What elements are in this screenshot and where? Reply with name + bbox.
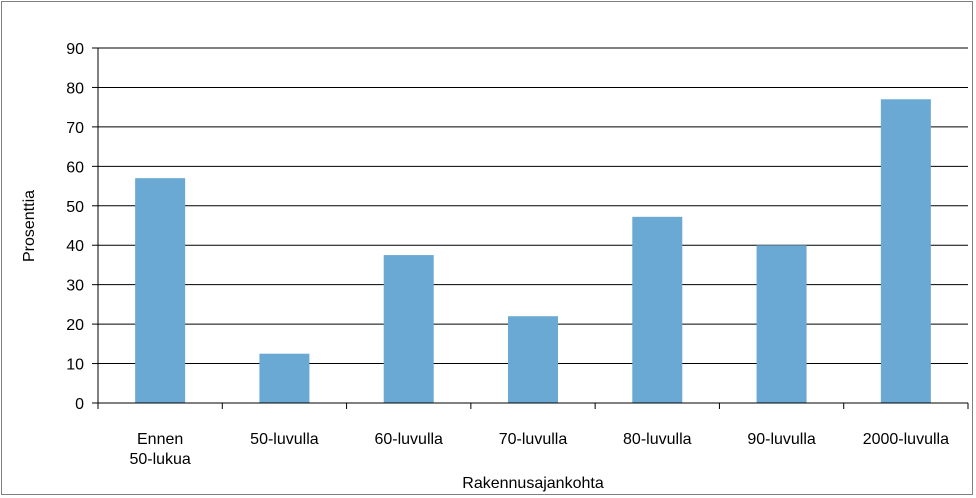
x-category-label: 90-luvulla bbox=[747, 431, 816, 448]
y-tick-labels: 0 10 20 30 40 50 60 70 80 90 bbox=[66, 41, 84, 413]
y-tick-label: 10 bbox=[66, 357, 84, 374]
y-tick-label: 20 bbox=[66, 317, 84, 334]
gridlines bbox=[98, 47, 968, 365]
x-category-label: 2000-luvulla bbox=[863, 431, 949, 448]
y-tick-label: 80 bbox=[66, 80, 84, 97]
bars bbox=[135, 99, 931, 404]
x-category-labels: Ennen 50-lukua 50-luvulla 60-luvulla 70-luvu… bbox=[129, 431, 949, 468]
x-category-label: 70-luvulla bbox=[499, 431, 568, 448]
y-tick-label: 50 bbox=[66, 199, 84, 216]
bar bbox=[632, 216, 683, 403]
bar bbox=[508, 316, 558, 403]
bar bbox=[135, 178, 186, 403]
axes bbox=[92, 47, 969, 409]
bar bbox=[259, 353, 310, 403]
bar bbox=[383, 255, 434, 403]
y-tick-label: 40 bbox=[66, 238, 84, 255]
y-tick-label: 90 bbox=[66, 41, 84, 58]
y-tick-label: 60 bbox=[66, 159, 84, 176]
x-category-label: 80-luvulla bbox=[623, 431, 692, 448]
y-tick-label: 0 bbox=[75, 396, 84, 413]
x-category-label: 60-luvulla bbox=[374, 431, 443, 448]
x-category-label: 50-luvulla bbox=[250, 431, 319, 448]
bar bbox=[756, 245, 807, 403]
y-tick-label: 70 bbox=[66, 120, 84, 137]
y-tick-label: 30 bbox=[66, 278, 84, 295]
x-axis-title: Rakennusajankohta bbox=[462, 475, 604, 492]
x-category-label: Ennen 50-lukua bbox=[129, 431, 190, 468]
bar bbox=[880, 99, 931, 404]
y-axis-title: Prosenttia bbox=[21, 190, 38, 262]
